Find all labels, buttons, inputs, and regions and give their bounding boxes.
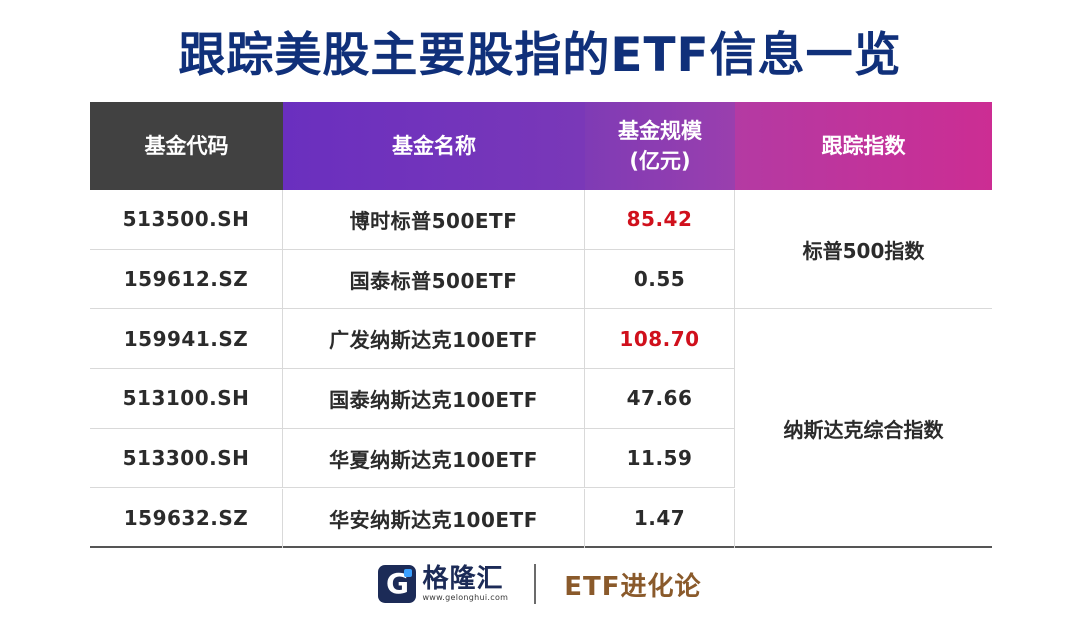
page-title: 跟踪美股主要股指的ETF信息一览 xyxy=(178,28,902,83)
gelonghui-logo: G 格隆汇 www.gelonghui.com xyxy=(378,565,508,603)
cell-fund-name: 华安纳斯达克100ETF xyxy=(283,488,585,549)
cell-fund-name: 博时标普500ETF xyxy=(283,190,585,249)
header-fund-name: 基金名称 xyxy=(283,102,585,190)
cell-fund-size: 1.47 xyxy=(585,488,735,549)
cell-fund-code: 159632.SZ xyxy=(90,488,283,549)
etf-brand: ETF进化论 xyxy=(564,571,702,602)
cell-fund-code: 513100.SH xyxy=(90,369,283,428)
header-fund-code: 基金代码 xyxy=(90,102,283,190)
tracking-index-sp500: 标普500指数 xyxy=(735,190,992,310)
logo-name: 格隆汇 xyxy=(422,564,504,594)
table-row: 513100.SH 国泰纳斯达克100ETF 47.66 xyxy=(90,369,735,429)
footer: G 格隆汇 www.gelonghui.com ETF进化论 xyxy=(0,555,1080,613)
cell-fund-size: 108.70 xyxy=(585,309,735,369)
cell-fund-name: 国泰纳斯达克100ETF xyxy=(283,369,585,428)
cell-fund-code: 159612.SZ xyxy=(90,249,283,309)
cell-fund-code: 513300.SH xyxy=(90,428,283,488)
header-fund-size: 基金规模 (亿元) xyxy=(585,102,735,190)
logo-url: www.gelonghui.com xyxy=(422,593,509,602)
table-row: 159612.SZ 国泰标普500ETF 0.55 xyxy=(90,249,735,310)
header-tracking-index-label: 跟踪指数 xyxy=(821,134,906,158)
table-header: 基金代码 基金名称 基金规模 (亿元) 跟踪指数 xyxy=(90,102,992,190)
header-tracking-index: 跟踪指数 xyxy=(735,102,992,190)
cell-fund-size: 85.42 xyxy=(585,190,735,249)
table-row: 159632.SZ 华安纳斯达克100ETF 1.47 xyxy=(90,488,735,549)
table-row: 513300.SH 华夏纳斯达克100ETF 11.59 xyxy=(90,428,735,489)
table-body: 513500.SH 博时标普500ETF 85.42 159612.SZ 国泰标… xyxy=(90,190,992,549)
header-fund-size-unit: (亿元) xyxy=(629,149,691,173)
gelonghui-logo-icon: G xyxy=(378,565,417,603)
cell-fund-code: 513500.SH xyxy=(90,190,283,249)
etf-table: 基金代码 基金名称 基金规模 (亿元) 跟踪指数 513500.SH 博时标普5… xyxy=(90,102,992,549)
cell-fund-name: 国泰标普500ETF xyxy=(283,249,585,309)
table-row: 159941.SZ 广发纳斯达克100ETF 108.70 xyxy=(90,309,735,370)
header-fund-size-label: 基金规模 xyxy=(618,119,702,143)
cell-fund-code: 159941.SZ xyxy=(90,309,283,369)
header-fund-name-label: 基金名称 xyxy=(392,134,476,158)
cell-fund-name: 广发纳斯达克100ETF xyxy=(283,309,585,369)
cell-fund-size: 0.55 xyxy=(585,249,735,309)
tracking-index-nasdaq: 纳斯达克综合指数 xyxy=(783,418,944,443)
cell-fund-size: 11.59 xyxy=(585,428,735,488)
footer-divider xyxy=(534,564,537,604)
cell-fund-size: 47.66 xyxy=(585,369,735,428)
cell-fund-name: 华夏纳斯达克100ETF xyxy=(283,428,585,488)
header-fund-code-label: 基金代码 xyxy=(144,134,229,158)
table-row: 513500.SH 博时标普500ETF 85.42 xyxy=(90,190,735,250)
